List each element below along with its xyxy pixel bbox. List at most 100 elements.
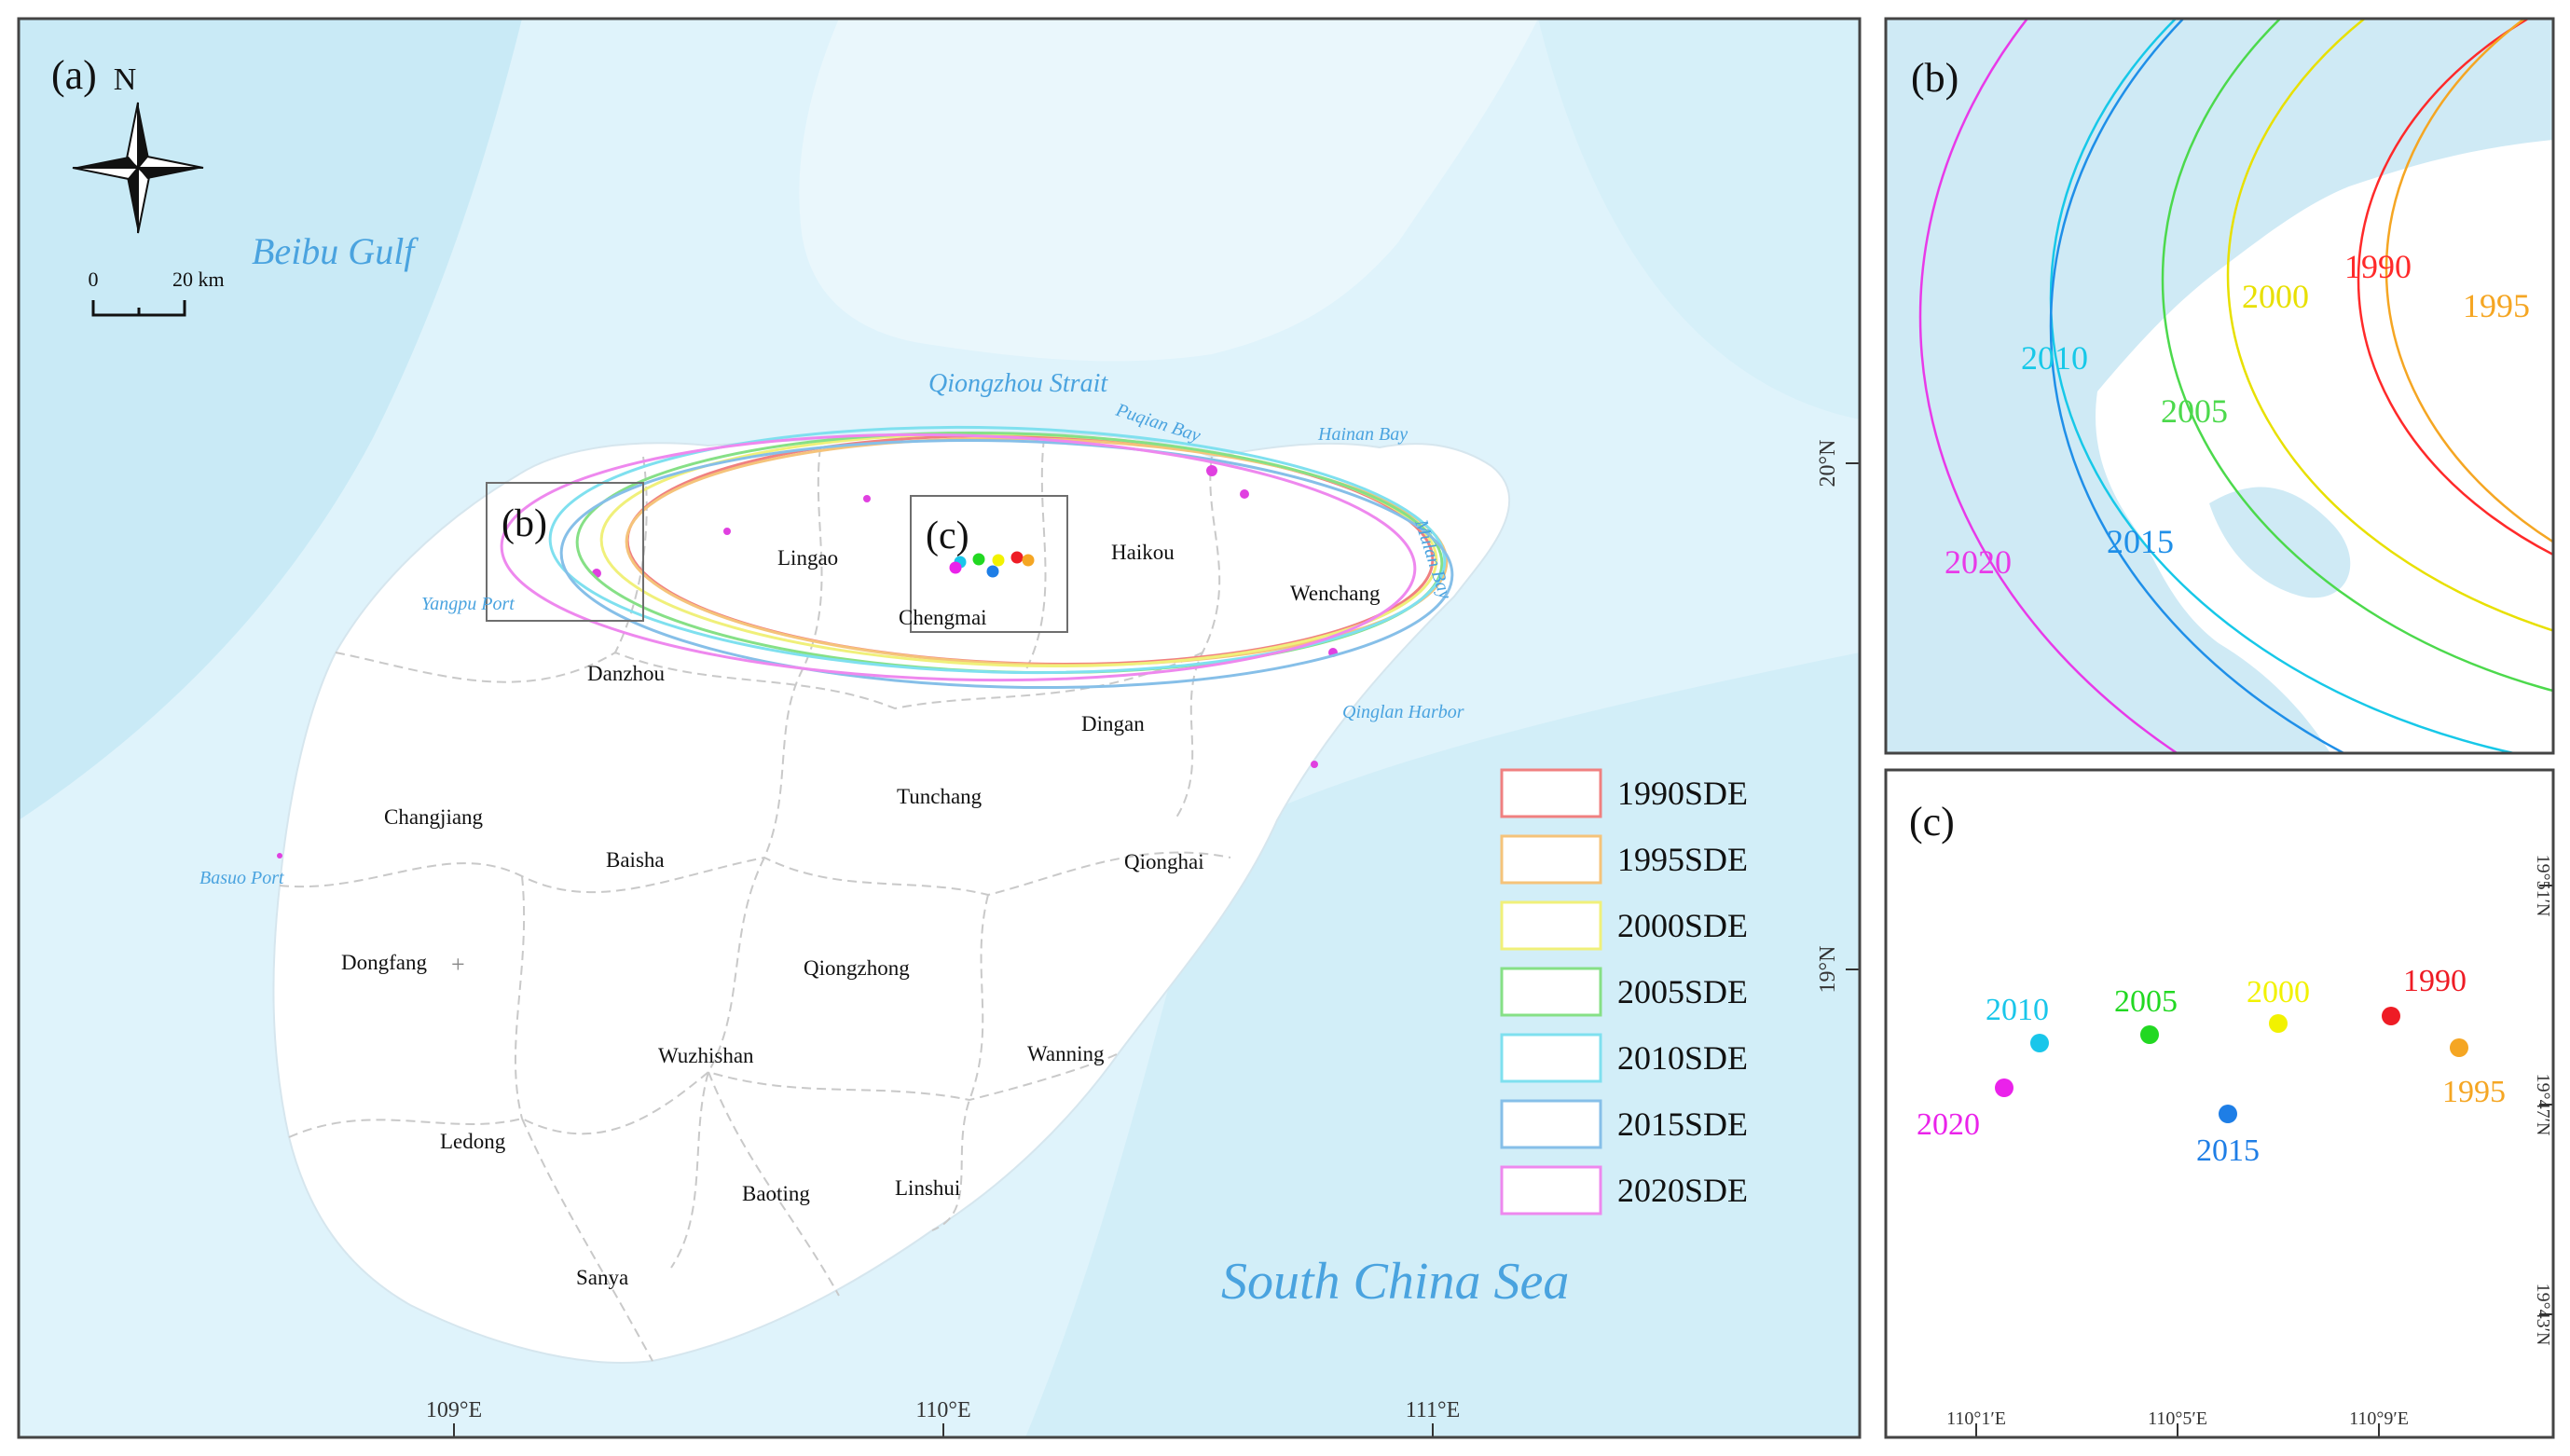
legend-swatch <box>1500 1099 1602 1149</box>
c-lon-label-5: 110°5′E <box>2148 1408 2207 1429</box>
lon-label-109e: 109°E <box>426 1398 482 1422</box>
inset-c-label: (c) <box>926 515 969 557</box>
panel-a-frame <box>17 17 1862 1439</box>
mean-center-label-2000: 2000 <box>2247 975 2310 1010</box>
legend-label: 2010SDE <box>1617 1039 1748 1077</box>
panel-c-frame <box>1884 768 2555 1439</box>
sde-ellipse-2020SDE <box>500 433 1417 682</box>
sde-ellipse-2010SDE <box>548 425 1447 675</box>
mean-center-2010 <box>2030 1034 2049 1052</box>
city-label: Dongfang <box>341 951 427 974</box>
mean-center-label-2020: 2020 <box>1917 1107 1980 1142</box>
lat-label-19n: 19°N <box>1816 946 1840 994</box>
legend-label: 2020SDE <box>1617 1172 1748 1209</box>
city-label: Wuzhishan <box>658 1044 754 1067</box>
panel-b: 1990 1995 2000 2005 2010 2015 2020 (b) <box>1886 19 2553 753</box>
sea-label-qinglan: Qinglan Harbor <box>1342 702 1464 722</box>
mean-center-label-1990: 1990 <box>2403 964 2467 998</box>
overview-center-1995 <box>1022 554 1035 567</box>
county-boundaries <box>279 437 1231 1362</box>
lon-label-111e: 111°E <box>1406 1398 1460 1422</box>
crosshair-icon: + <box>451 951 465 978</box>
city-label: Changjiang <box>384 805 484 829</box>
legend-label: 1990SDE <box>1617 775 1748 812</box>
mean-center-label-2005: 2005 <box>2114 984 2178 1019</box>
c-lon-label-1: 110°1′E <box>1946 1408 2006 1429</box>
panel-b-land <box>2096 140 2553 753</box>
mean-center-1990 <box>2382 1007 2400 1025</box>
mean-center-label-2015: 2015 <box>2196 1133 2260 1168</box>
city-label: Ledong <box>440 1130 506 1153</box>
legend: 1990SDE 1995SDE 2000SDE 2005SDE 2010SDE 2015S… <box>1500 768 1748 1216</box>
legend-label: 2015SDE <box>1617 1106 1748 1143</box>
c-lon-label-9: 110°9′E <box>2349 1408 2409 1429</box>
overview-center-2020 <box>949 561 962 574</box>
leizhou-peninsula <box>799 19 1538 362</box>
legend-label: 2005SDE <box>1617 973 1748 1010</box>
city-label: Qionghai <box>1124 850 1204 873</box>
panel-b-ellipses <box>1918 19 2553 753</box>
panel-b-year-labels: 1990 1995 2000 2005 2010 2015 2020 <box>1945 248 2530 581</box>
zoom-ellipse-2000 <box>2226 19 2553 632</box>
city-labels: Lingao Chengmai Haikou Wenchang Danzhou … <box>341 541 1381 1289</box>
panel-b-bay <box>2209 487 2351 598</box>
city-label: Qiongzhong <box>804 956 910 980</box>
zoom-ellipse-2005 <box>2161 19 2553 693</box>
city-label: Tunchang <box>897 785 983 808</box>
zoom-ellipse-1995 <box>2384 19 2553 543</box>
city-label: Haikou <box>1111 541 1175 564</box>
north-letter: N <box>114 62 137 97</box>
sea-label-hainan-bay: Hainan Bay <box>1317 424 1408 445</box>
scale-bar: 0 20 km <box>89 268 225 317</box>
city-label: Wanning <box>1027 1042 1105 1065</box>
lon-label-110e: 110°E <box>915 1398 970 1422</box>
mean-center-2000 <box>2269 1014 2288 1033</box>
scale-zero: 0 <box>89 268 99 291</box>
panel-a: (b) (c) Beibu Gulf South China Sea Qiong… <box>19 19 1860 1437</box>
panel-c-label: (c) <box>1909 799 1955 845</box>
zoom-year-label-2010: 2010 <box>2021 339 2088 377</box>
zoom-year-label-1990: 1990 <box>2344 248 2412 285</box>
sea-shade-west <box>19 19 522 820</box>
city-label: Lingao <box>777 546 838 570</box>
mean-center-1995 <box>2450 1038 2468 1057</box>
sde-ellipse-2015SDE <box>559 438 1454 690</box>
zoom-year-label-2020: 2020 <box>1945 543 2012 581</box>
sea-label-qiongzhou: Qiongzhou Strait <box>928 369 1108 398</box>
zoom-ellipse-2015 <box>2049 19 2346 753</box>
legend-swatch <box>1500 967 1602 1017</box>
panel-b-frame <box>1884 17 2555 755</box>
inset-b-label: (b) <box>502 502 547 545</box>
mean-center-2015 <box>2219 1105 2237 1123</box>
panel-c-mean-centers: 1990 1995 2000 2005 2010 2015 2020 <box>1917 964 2506 1168</box>
city-label: Baisha <box>606 848 665 872</box>
sea-label-south-china-sea: South China Sea <box>1221 1253 1569 1311</box>
city-label: Linshui <box>895 1176 960 1200</box>
sea-label-beibu: Beibu Gulf <box>252 230 419 272</box>
legend-swatch <box>1500 1033 1602 1083</box>
panel-c-background <box>1886 770 2553 1437</box>
legend-label: 2000SDE <box>1617 907 1748 944</box>
zoom-year-label-1995: 1995 <box>2463 287 2530 324</box>
panel-a-label: (a) <box>51 52 97 98</box>
overview-center-2000 <box>992 554 1005 567</box>
zoom-ellipse-2020 <box>1918 19 2179 753</box>
mean-center-label-1995: 1995 <box>2442 1075 2506 1109</box>
sea-label-basuo: Basuo Port <box>199 868 284 888</box>
mean-center-2020 <box>1995 1078 2013 1097</box>
inset-c-box <box>910 495 1068 633</box>
legend-label: 1995SDE <box>1617 841 1748 878</box>
sde-ellipses <box>500 425 1454 690</box>
zoom-year-label-2005: 2005 <box>2161 392 2228 430</box>
city-label: Danzhou <box>587 662 666 685</box>
lat-label-20n: 20°N <box>1816 440 1840 488</box>
legend-swatch <box>1500 1165 1602 1216</box>
north-arrow-icon: N <box>72 62 204 234</box>
mean-centers-overview <box>949 551 1035 578</box>
city-label: Dingan <box>1081 712 1145 735</box>
zoom-ellipse-1990 <box>2357 19 2553 556</box>
legend-swatch <box>1500 900 1602 951</box>
mean-center-label-2010: 2010 <box>1986 993 2049 1027</box>
